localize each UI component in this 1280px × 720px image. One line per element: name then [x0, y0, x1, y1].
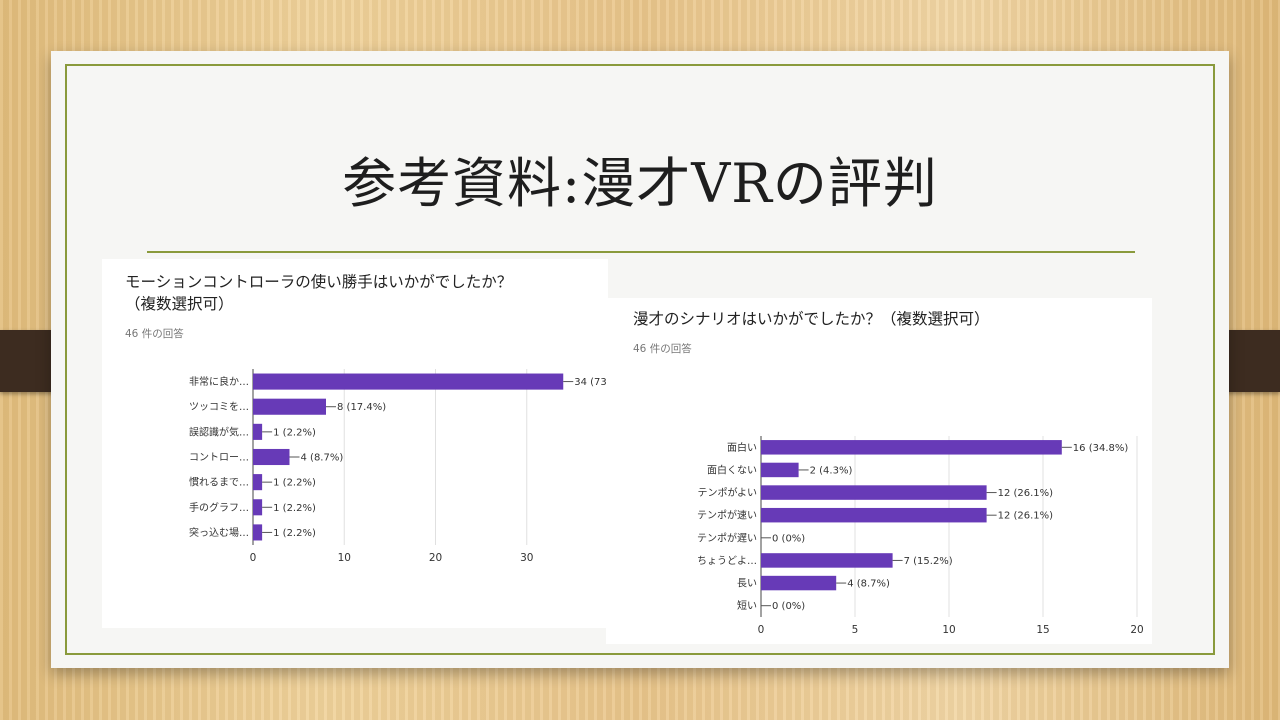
chart-title-scenario: 漫才のシナリオはいかがでしたか？（複数選択可）	[633, 310, 990, 328]
chart-title-controller-line2: （複数選択可）	[125, 295, 234, 313]
data-label: 4 (8.7%)	[301, 453, 344, 464]
x-tick-label: 0	[250, 552, 257, 564]
response-count: 46 件の回答	[125, 328, 184, 340]
slide-frame	[65, 64, 1215, 655]
data-label: 0 (0%)	[772, 533, 805, 544]
bar	[253, 524, 263, 541]
category-label: テンポが遅い	[697, 531, 757, 544]
chart-panel-controller: モーションコントローラの使い勝手はいかがでしたか？ （複数選択可） 46 件の回…	[102, 259, 608, 628]
chart-scenario: 0 5 10 15 20 面白い 16 (34.8%) 面白くない 2 (4.3%) テンポがよい…	[697, 436, 1144, 636]
data-label: 12 (26.1%)	[998, 511, 1054, 522]
category-label: 面白くない	[707, 463, 757, 476]
category-label: コントロー…	[189, 453, 249, 464]
data-label: 0 (0%)	[772, 601, 805, 612]
slide-card: 参考資料:漫才VRの評判 モーションコントローラの使い勝手はいかがでしたか？ （…	[51, 51, 1229, 668]
category-label: 手のグラフ…	[189, 501, 249, 514]
bar	[761, 553, 893, 568]
data-label: 34 (73.9%)	[574, 377, 608, 388]
bar	[761, 440, 1062, 455]
bar	[253, 448, 290, 466]
category-label: テンポがよい	[698, 486, 758, 499]
x-tick-label: 10	[338, 552, 351, 564]
chart-title-controller: モーションコントローラの使い勝手はいかがでしたか？	[125, 273, 513, 291]
data-label: 1 (2.2%)	[273, 427, 316, 438]
data-label: 8 (17.4%)	[337, 402, 386, 413]
bar	[253, 474, 263, 491]
bar	[253, 373, 564, 390]
x-tick-label: 10	[942, 624, 955, 636]
x-tick-label: 0	[758, 624, 765, 636]
category-label: 短い	[737, 599, 757, 612]
data-label: 1 (2.2%)	[273, 478, 316, 489]
category-label: 面白い	[727, 441, 757, 454]
category-label: 慣れるまで…	[189, 476, 249, 489]
x-tick-label: 20	[1130, 624, 1143, 636]
data-label: 16 (34.8%)	[1073, 443, 1129, 454]
title-rule	[147, 251, 1135, 253]
bar	[761, 485, 987, 500]
bar	[761, 507, 987, 523]
slide-title: 参考資料:漫才VRの評判	[342, 152, 938, 215]
bar	[253, 398, 326, 415]
bar	[253, 499, 263, 516]
x-tick-label: 20	[429, 552, 442, 564]
data-label: 7 (15.2%)	[904, 556, 953, 567]
bar	[253, 423, 263, 440]
data-label: 1 (2.2%)	[273, 528, 316, 539]
category-label: ツッコミを…	[189, 401, 249, 413]
data-label: 12 (26.1%)	[998, 488, 1054, 499]
data-label: 2 (4.3%)	[810, 465, 853, 476]
data-label: 4 (8.7%)	[847, 579, 890, 590]
x-tick-label: 15	[1036, 624, 1049, 636]
x-tick-label: 5	[852, 624, 859, 636]
chart-panel-scenario: 漫才のシナリオはいかがでしたか？（複数選択可） 46 件の回答 0 5 10 15 20…	[606, 298, 1152, 644]
category-label: テンポが速い	[697, 509, 757, 522]
category-label: 長い	[737, 578, 757, 590]
bar	[761, 462, 799, 478]
x-tick-label: 30	[520, 552, 533, 564]
category-label: 突っ込む場…	[189, 526, 249, 539]
data-label: 1 (2.2%)	[273, 503, 316, 514]
chart-controller: 010203040非常に良か…34 (73.9%)ツッコミを…8 (17.4%)…	[189, 369, 608, 564]
category-label: ちょうどよ…	[697, 555, 757, 567]
bar	[761, 575, 837, 591]
category-label: 非常に良か…	[189, 375, 249, 388]
category-label: 誤認識が気…	[189, 425, 249, 438]
response-count: 46 件の回答	[633, 343, 692, 355]
